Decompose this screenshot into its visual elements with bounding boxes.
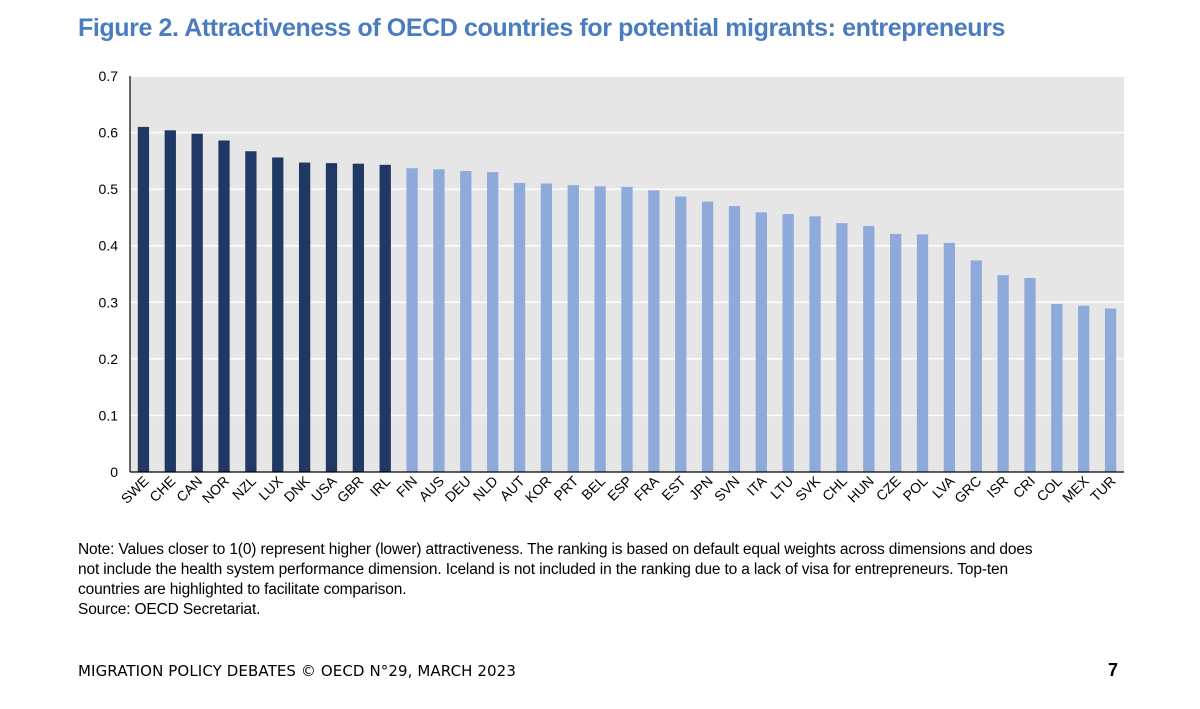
x-tick-label: LUX (255, 472, 286, 503)
bar-est (675, 196, 687, 473)
x-tick-label: AUS (415, 473, 447, 505)
bar-nld (487, 172, 499, 472)
x-tick-label: ISR (983, 473, 1011, 501)
x-tick-label: SVK (792, 472, 824, 504)
bar-tur (1104, 308, 1117, 472)
bar-lux (272, 157, 284, 472)
bar-cri (1024, 277, 1036, 472)
x-tick-label: JPN (686, 473, 716, 503)
x-tick-label: HUN (844, 473, 877, 506)
figure-notes: Note: Values closer to 1(0) represent hi… (78, 540, 1128, 620)
x-tick-label: GRC (951, 473, 984, 506)
x-tick-label: DEU (442, 473, 474, 505)
bar-bel (594, 186, 606, 473)
y-tick-label: 0.2 (99, 351, 119, 367)
bar-kor (540, 183, 553, 472)
x-tick-label: DNK (281, 472, 314, 505)
bar-che (164, 130, 176, 472)
bar-jpn (701, 201, 714, 473)
x-tick-label: NOR (199, 473, 232, 506)
source-line: Source: OECD Secretariat. (78, 601, 261, 618)
x-tick-label: NZL (229, 473, 259, 503)
bar-col (1051, 303, 1063, 472)
x-tick-label: USA (308, 472, 340, 504)
x-tick-label: CZE (873, 473, 904, 504)
footer-publication: MIGRATION POLICY DEBATES © OECD N°29, MA… (78, 662, 516, 680)
bar-prt (567, 185, 579, 472)
bar-lva (943, 242, 956, 472)
bar-cze (890, 233, 902, 472)
y-tick-label: 0.5 (99, 181, 119, 197)
bar-grc (970, 260, 982, 472)
x-tick-label: BEL (578, 473, 608, 503)
bar-isr (997, 275, 1009, 472)
note-line-1: Note: Values closer to 1(0) represent hi… (78, 541, 1033, 558)
x-tick-label: CAN (173, 473, 205, 505)
y-tick-label: 0.4 (99, 238, 119, 254)
bar-aus (433, 169, 445, 473)
x-tick-label: EST (658, 472, 689, 503)
x-tick-label: IRL (367, 473, 394, 500)
bars (137, 126, 1117, 473)
x-tick-label: POL (900, 473, 931, 504)
x-tick-label: SWE (118, 473, 152, 507)
bar-svn (728, 206, 741, 472)
x-tick-label: AUT (497, 472, 528, 503)
x-tick-label: CRI (1010, 473, 1038, 501)
bar-pol (916, 234, 929, 472)
bar-chart: 0 0.1 0.2 0.3 0.4 0.5 0.6 0.7 SWECHECANNORNZLLU… (99, 68, 1124, 507)
bar-can (191, 133, 203, 472)
bar-ita (755, 212, 767, 472)
bar-mex (1078, 305, 1090, 472)
bar-hun (863, 225, 875, 472)
bar-nor (218, 140, 230, 472)
x-tick-label: TUR (1087, 473, 1119, 505)
bar-fra (648, 190, 660, 472)
y-axis-ticks: 0 0.1 0.2 0.3 0.4 0.5 0.6 0.7 (99, 68, 119, 480)
bar-ltu (782, 214, 794, 472)
x-tick-label: MEX (1059, 472, 1092, 505)
x-tick-label: ITA (743, 472, 769, 498)
y-tick-label: 0.7 (99, 68, 119, 84)
note-line-3: countries are highlighted to facilitate … (78, 581, 407, 598)
bar-deu (460, 171, 472, 473)
x-tick-label: ESP (604, 473, 635, 504)
x-tick-label: CHE (146, 473, 178, 505)
note-line-2: not include the health system performanc… (78, 561, 1008, 578)
bar-svk (809, 216, 821, 472)
bar-gbr (352, 163, 364, 472)
x-tick-label: COL (1033, 473, 1065, 505)
x-tick-label: PRT (550, 472, 581, 503)
bar-dnk (298, 162, 311, 472)
x-tick-label: GBR (334, 473, 367, 506)
bar-irl (379, 164, 391, 472)
bar-esp (621, 186, 633, 472)
page-number: 7 (1107, 660, 1118, 680)
x-tick-label: SVN (711, 473, 743, 505)
x-tick-label: CHL (819, 473, 850, 504)
y-tick-label: 0 (110, 464, 118, 480)
bar-aut (513, 182, 526, 473)
bar-fin (406, 168, 418, 472)
x-tick-label: LTU (767, 473, 796, 502)
figure-title: Figure 2. Attractiveness of OECD countri… (78, 14, 1005, 42)
bar-usa (325, 163, 338, 472)
x-tick-label: NLD (470, 473, 501, 504)
x-tick-label: FRA (631, 472, 663, 504)
bar-nzl (245, 151, 257, 473)
x-tick-label: KOR (522, 473, 555, 506)
y-tick-label: 0.6 (99, 125, 119, 141)
bar-chl (836, 223, 848, 472)
y-tick-label: 0.1 (99, 407, 119, 423)
y-tick-label: 0.3 (99, 294, 119, 310)
bar-swe (137, 126, 150, 473)
x-tick-label: FIN (393, 473, 420, 500)
